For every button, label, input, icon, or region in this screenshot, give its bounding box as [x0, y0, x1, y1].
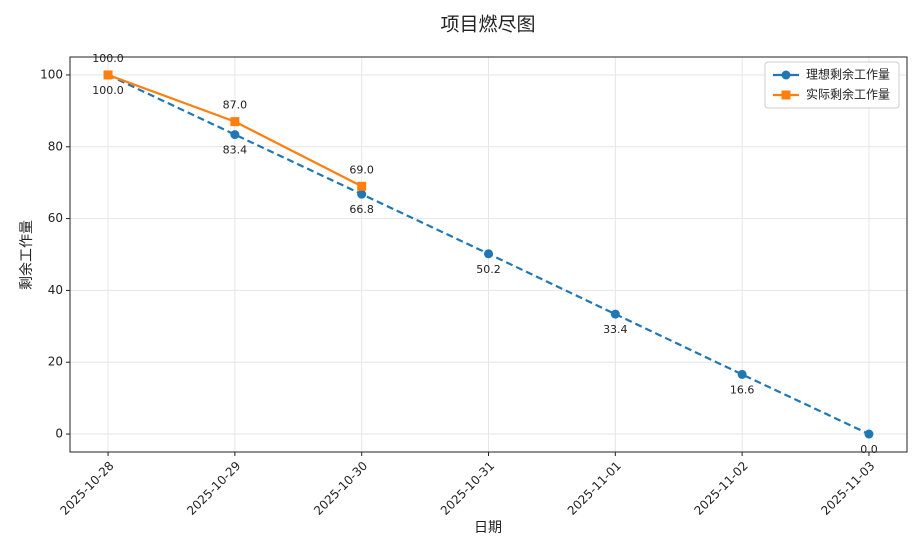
y-tick-label: 80 — [48, 139, 63, 153]
x-tick-label: 2025-11-02 — [692, 459, 751, 518]
point — [357, 181, 367, 191]
value-label: 0.0 — [860, 443, 878, 456]
x-tick-label: 2025-11-01 — [565, 459, 624, 518]
y-tick-label: 40 — [48, 283, 63, 297]
point — [103, 70, 113, 80]
y-tick-label: 20 — [48, 355, 63, 369]
point — [230, 117, 240, 127]
legend-label: 实际剩余工作量 — [806, 87, 890, 102]
legend-label: 理想剩余工作量 — [806, 67, 890, 82]
value-label: 69.0 — [349, 163, 374, 176]
point — [864, 429, 874, 439]
point — [357, 189, 367, 199]
y-tick-label: 60 — [48, 211, 63, 225]
point — [230, 130, 240, 140]
point — [737, 369, 747, 379]
value-label: 33.4 — [603, 323, 628, 336]
chart-title: 项目燃尽图 — [440, 14, 535, 36]
x-axis-label: 日期 — [474, 520, 502, 536]
y-tick-label: 100 — [40, 67, 63, 81]
x-tick-label: 2025-10-30 — [311, 459, 370, 518]
value-label: 87.0 — [223, 99, 248, 112]
legend-marker — [781, 70, 791, 80]
x-tick-label: 2025-10-28 — [57, 459, 116, 518]
point — [484, 249, 493, 259]
value-label: 100.0 — [92, 84, 124, 97]
value-label: 50.2 — [476, 263, 501, 276]
legend-box — [764, 61, 900, 109]
value-label: 16.6 — [730, 383, 755, 396]
point — [610, 309, 620, 319]
y-axis-label: 剩余工作量 — [18, 220, 35, 290]
plot-frame — [69, 56, 908, 453]
value-label: 83.4 — [223, 144, 248, 157]
value-label: 66.8 — [349, 203, 374, 216]
y-tick-label: 0 — [55, 427, 63, 441]
legend-marker — [781, 90, 791, 100]
value-label: 100.0 — [92, 52, 124, 65]
x-tick-label: 2025-11-03 — [818, 459, 877, 518]
x-tick-label: 2025-10-31 — [438, 459, 497, 518]
x-tick-label: 2025-10-29 — [184, 459, 243, 518]
